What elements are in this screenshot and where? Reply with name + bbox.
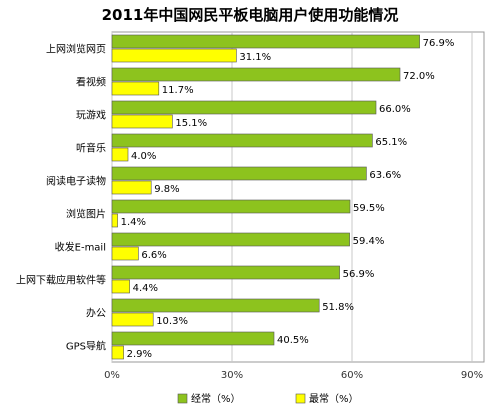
data-label: 4.0% xyxy=(131,151,156,162)
x-tick-label: 90% xyxy=(461,370,483,381)
category-label: 玩游戏 xyxy=(76,109,106,122)
legend: 经常（%） 最常（%） xyxy=(177,392,359,405)
data-label: 66.0% xyxy=(379,104,411,115)
bar xyxy=(111,232,350,247)
x-tick-label: 0% xyxy=(104,370,120,381)
data-label: 31.1% xyxy=(239,52,271,63)
data-label: 2.9% xyxy=(127,349,152,360)
data-label: 59.5% xyxy=(353,203,385,214)
data-label: 56.9% xyxy=(343,269,375,280)
bar xyxy=(111,213,118,228)
bar xyxy=(111,312,154,327)
bar xyxy=(111,246,139,261)
bar xyxy=(111,166,367,181)
category-label: 浏览图片 xyxy=(66,208,106,221)
category-label: 上网下载应用软件等 xyxy=(16,274,106,287)
data-label: 11.7% xyxy=(162,85,194,96)
bar xyxy=(111,199,351,214)
x-tick-label: 30% xyxy=(221,370,243,381)
chart-title: 2011年中国网民平板电脑用户使用功能情况 xyxy=(102,6,399,24)
category-label: 收发E-mail xyxy=(55,241,106,254)
bar xyxy=(111,147,129,162)
data-label: 4.4% xyxy=(133,283,158,294)
data-label: 59.4% xyxy=(353,236,385,247)
data-label: 63.6% xyxy=(369,170,401,181)
bar xyxy=(111,265,340,280)
bar xyxy=(111,48,237,63)
bar xyxy=(111,34,420,49)
legend-swatch xyxy=(295,393,306,404)
data-label: 51.8% xyxy=(322,302,354,313)
legend-label: 最常（%） xyxy=(309,392,359,405)
category-label: 看视频 xyxy=(76,76,106,89)
category-label: GPS导航 xyxy=(66,340,106,353)
bar xyxy=(111,180,152,195)
data-label: 76.9% xyxy=(423,38,455,49)
category-label: 办公 xyxy=(86,307,106,320)
bar xyxy=(111,298,320,313)
category-label: 上网浏览网页 xyxy=(46,43,106,56)
bar xyxy=(111,67,401,82)
bar xyxy=(111,100,377,115)
bar xyxy=(111,133,373,148)
bar xyxy=(111,345,124,360)
legend-swatch xyxy=(177,393,188,404)
legend-label: 经常（%） xyxy=(191,392,241,405)
data-label: 10.3% xyxy=(156,316,188,327)
data-label: 40.5% xyxy=(277,335,309,346)
x-tick-label: 60% xyxy=(341,370,363,381)
category-label: 阅读电子读物 xyxy=(46,175,106,188)
x-axis: 0% 30% 60% 90% xyxy=(104,370,483,381)
data-label: 15.1% xyxy=(175,118,207,129)
bars: 76.9% 31.1% 72.0% 11.7% 66.0% 15.1% 65.1% 4.0% 6… xyxy=(111,34,455,360)
data-label: 72.0% xyxy=(403,71,435,82)
bar xyxy=(111,114,173,129)
data-label: 6.6% xyxy=(141,250,166,261)
category-label: 听音乐 xyxy=(76,142,106,155)
bar xyxy=(111,331,275,346)
data-label: 1.4% xyxy=(121,217,146,228)
bar xyxy=(111,279,130,294)
data-label: 9.8% xyxy=(154,184,179,195)
data-label: 65.1% xyxy=(375,137,407,148)
bar xyxy=(111,81,160,96)
